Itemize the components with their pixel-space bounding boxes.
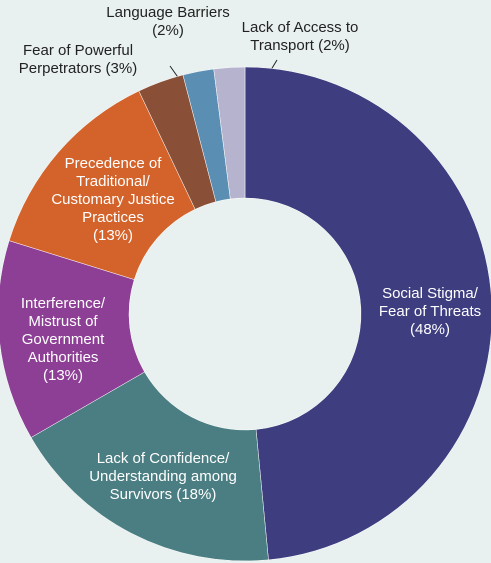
donut-slice bbox=[8, 90, 196, 280]
donut-slice bbox=[30, 371, 269, 562]
value-label: (48%) bbox=[409, 321, 450, 338]
slice-label: Language Barriers (2%) bbox=[106, 4, 229, 40]
category-label: Interference/ Mistrust of Government Aut… bbox=[20, 295, 106, 366]
category-label: Social Stigma/ Fear of Threats bbox=[378, 285, 482, 320]
category-label: Lack of Access to Transport bbox=[241, 19, 359, 54]
slice-label: Fear of Powerful Perpetrators (3%) bbox=[19, 42, 137, 78]
category-label: Lack of Confidence/ Understanding among … bbox=[89, 450, 237, 503]
donut-slice bbox=[213, 66, 246, 200]
value-label: (13%) bbox=[42, 367, 83, 384]
category-label: Fear of Powerful Perpetrators bbox=[18, 42, 134, 77]
slice-label: Interference/ Mistrust of Government Aut… bbox=[21, 295, 105, 385]
category-label: Language Barriers bbox=[106, 4, 230, 21]
donut-slice bbox=[0, 240, 145, 438]
value-label: (2%) bbox=[318, 37, 350, 54]
value-label: (13%) bbox=[92, 227, 133, 244]
value-label: (2%) bbox=[152, 22, 184, 39]
donut-slice bbox=[244, 66, 491, 561]
slice-label: Lack of Confidence/ Understanding among … bbox=[89, 450, 237, 504]
slice-label: Lack of Access to Transport (2%) bbox=[242, 19, 359, 55]
slice-label: Social Stigma/ Fear of Threats (48%) bbox=[379, 285, 481, 339]
value-label: (3%) bbox=[105, 60, 138, 77]
category-label: Precedence of Traditional/ Customary Jus… bbox=[51, 155, 175, 226]
value-label: (18%) bbox=[176, 486, 217, 503]
slice-label: Precedence of Traditional/ Customary Jus… bbox=[51, 155, 174, 245]
